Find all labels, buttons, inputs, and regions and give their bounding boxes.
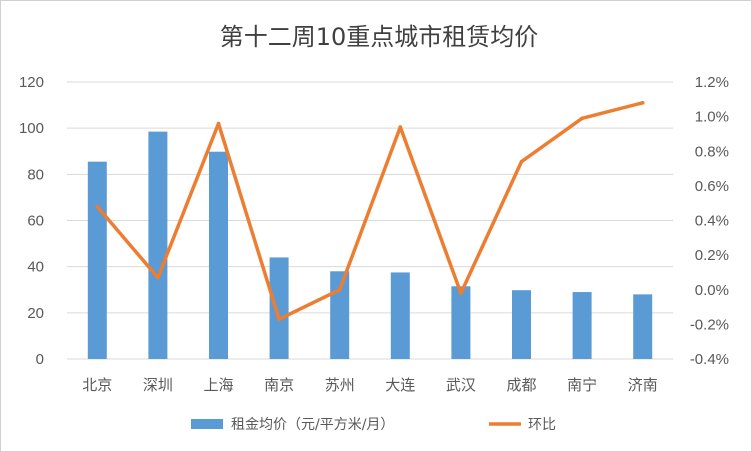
line-point xyxy=(156,275,160,280)
legend-bar-swatch xyxy=(191,419,223,429)
category-label: 南京 xyxy=(264,376,294,394)
y-right-tick-label: 0.8% xyxy=(695,143,729,160)
category-label: 武汉 xyxy=(446,376,476,394)
bar xyxy=(451,286,471,359)
bar xyxy=(209,151,228,359)
line-series xyxy=(95,100,645,321)
category-label: 成都 xyxy=(506,376,536,394)
y-right-tick-label: -0.4% xyxy=(690,351,729,368)
bar xyxy=(390,272,410,359)
y-right-tick-label: -0.2% xyxy=(690,316,729,333)
y-left-tick-label: 80 xyxy=(27,166,44,183)
line-point xyxy=(580,116,584,121)
category-label: 苏州 xyxy=(325,376,355,394)
line-point xyxy=(95,204,100,209)
y-right-tick-label: 0.6% xyxy=(695,178,729,195)
legend: 租金均价（元/平方米/月） 环比 xyxy=(191,417,556,433)
chart-title: 第十二周10重点城市租赁均价 xyxy=(220,23,539,51)
bar xyxy=(512,290,531,359)
line-point xyxy=(337,287,342,292)
line-point xyxy=(459,291,463,296)
y-right-tick-label: 0.0% xyxy=(695,282,729,299)
bar xyxy=(269,257,289,359)
left-axis-ticks: 0 20 40 60 80 100 120 xyxy=(19,74,44,368)
bar xyxy=(330,271,350,359)
category-label: 大连 xyxy=(385,376,415,394)
category-label: 南宁 xyxy=(567,376,597,394)
bar xyxy=(633,294,653,359)
category-label: 北京 xyxy=(82,376,112,394)
y-left-tick-label: 100 xyxy=(19,120,44,137)
line-point xyxy=(216,121,221,126)
bar xyxy=(572,292,592,359)
category-label: 济南 xyxy=(628,376,658,394)
y-right-tick-label: 1.2% xyxy=(695,74,729,91)
y-left-tick-label: 120 xyxy=(19,74,44,91)
y-right-tick-label: 0.4% xyxy=(695,213,729,230)
series-line xyxy=(95,101,645,321)
line-point xyxy=(398,125,403,129)
line-point xyxy=(640,100,645,105)
y-right-tick-label: 1.0% xyxy=(695,109,729,126)
y-left-tick-label: 20 xyxy=(27,305,44,322)
y-left-tick-label: 40 xyxy=(27,259,44,276)
right-axis-ticks: -0.4% -0.2% 0.0% 0.2% 0.4% 0.6% 0.8% 1.0% 1.2% xyxy=(690,74,729,368)
gridlines xyxy=(67,81,673,360)
category-axis-labels: 北京 深圳 上海 南京 苏州 大连 武汉 成都 南宁 济南 xyxy=(82,376,657,394)
bar-series xyxy=(87,131,653,359)
y-left-tick-label: 0 xyxy=(36,351,44,368)
category-label: 上海 xyxy=(203,376,233,394)
line-point xyxy=(519,159,524,164)
y-left-tick-label: 60 xyxy=(27,213,44,230)
y-right-tick-label: 0.2% xyxy=(695,247,729,264)
bar xyxy=(87,161,107,359)
bar xyxy=(148,131,168,359)
legend-bar-label: 租金均价（元/平方米/月） xyxy=(231,417,394,433)
legend-line-label: 环比 xyxy=(528,417,556,433)
line-point xyxy=(277,317,281,321)
category-label: 深圳 xyxy=(143,376,173,394)
